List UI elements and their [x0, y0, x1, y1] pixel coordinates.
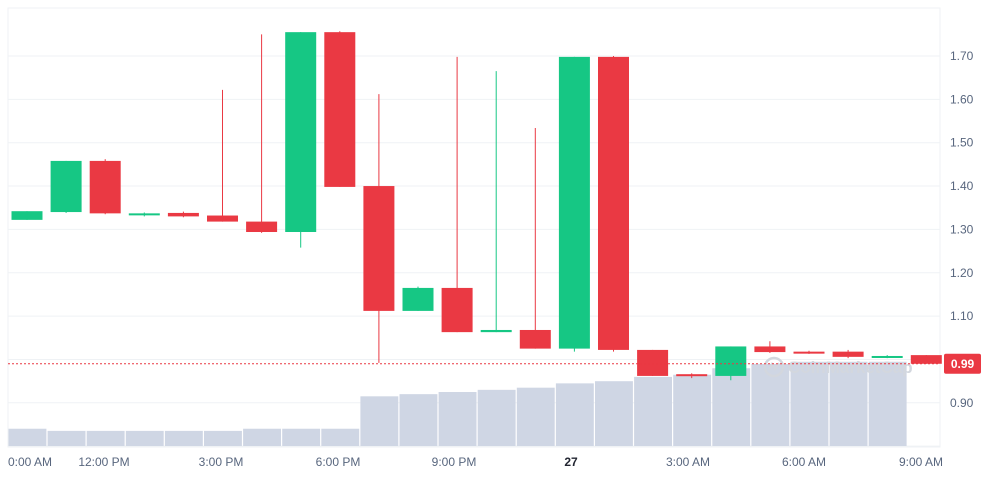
- candle-body-down: [363, 186, 395, 311]
- plot-frame: [7, 7, 941, 448]
- candle-body-down: [676, 374, 708, 377]
- volume-bar: [438, 392, 477, 446]
- volume-bar: [164, 430, 203, 446]
- x-tick-label: 0:00 AM: [8, 455, 52, 469]
- candle-body-down: [246, 221, 278, 233]
- volume-bar: [790, 361, 829, 446]
- candle-body-down: [598, 56, 629, 350]
- volume-bar: [360, 396, 399, 446]
- candle-body-down: [910, 355, 942, 364]
- volume-bar: [829, 361, 868, 446]
- volume-bar: [125, 430, 164, 446]
- volume-bar: [204, 430, 242, 446]
- volume-bar: [712, 368, 751, 446]
- candle-body-down: [832, 351, 864, 357]
- volume-bar: [516, 387, 555, 446]
- x-tick-label: 6:00 AM: [782, 455, 826, 469]
- volume-bar: [673, 374, 712, 446]
- candle-body-up: [402, 287, 434, 311]
- x-tick-label: 9:00 AM: [899, 455, 943, 469]
- watermark-text: CoinMarketCap: [788, 358, 913, 377]
- watermark-logo-icon: [763, 356, 785, 378]
- candle-body-up: [128, 213, 160, 216]
- candle-body-down: [637, 349, 669, 376]
- x-tick-label: 12:00 PM: [78, 455, 129, 469]
- candle-body-up: [480, 329, 512, 333]
- y-tick-label: 1.20: [950, 266, 974, 280]
- candle-body-down: [167, 212, 199, 217]
- current-price-label: 0.99: [951, 357, 975, 371]
- volume-bar: [86, 430, 125, 446]
- volume-bar: [47, 430, 86, 446]
- volume-bar: [751, 363, 790, 446]
- candle-body-down: [89, 160, 121, 214]
- candle-body-up: [285, 32, 317, 233]
- current-price-badge: [944, 353, 981, 374]
- volume-bar: [8, 428, 47, 446]
- volume-bar: [282, 428, 321, 446]
- candle-body-down: [793, 351, 825, 354]
- candle-body-up: [558, 56, 590, 349]
- candle-body-down: [324, 32, 356, 187]
- volume-bar: [243, 428, 281, 446]
- y-tick-label: 1.10: [950, 309, 974, 323]
- candle-body-down: [207, 215, 238, 222]
- volume-bar: [868, 361, 907, 446]
- candle-body-up: [715, 346, 747, 376]
- x-tick-label: 27: [564, 455, 578, 469]
- candle-body-down: [754, 346, 786, 353]
- watermark-logo-mark: [768, 361, 780, 371]
- candle-body-up: [50, 160, 82, 213]
- volume-bar: [477, 389, 516, 446]
- y-tick-label: 0.90: [950, 396, 974, 410]
- y-tick-label: 1.40: [950, 179, 974, 193]
- x-tick-label: 6:00 PM: [316, 455, 361, 469]
- candle-body-up: [11, 211, 43, 220]
- volume-bar: [595, 381, 633, 446]
- volume-bar: [399, 394, 438, 446]
- y-tick-label: 1.30: [950, 222, 974, 236]
- y-tick-label: 1.60: [950, 92, 974, 106]
- candle-body-down: [519, 329, 551, 349]
- x-tick-label: 3:00 PM: [199, 455, 244, 469]
- x-tick-label: 3:00 AM: [666, 455, 710, 469]
- candle-body-down: [441, 287, 473, 333]
- volume-bar: [321, 428, 360, 446]
- y-tick-label: 1.50: [950, 136, 974, 150]
- y-tick-label: 1.70: [950, 49, 974, 63]
- candle-body-up: [871, 355, 903, 358]
- x-tick-label: 9:00 PM: [432, 455, 477, 469]
- volume-bar: [555, 383, 594, 446]
- volume-bar: [634, 376, 672, 446]
